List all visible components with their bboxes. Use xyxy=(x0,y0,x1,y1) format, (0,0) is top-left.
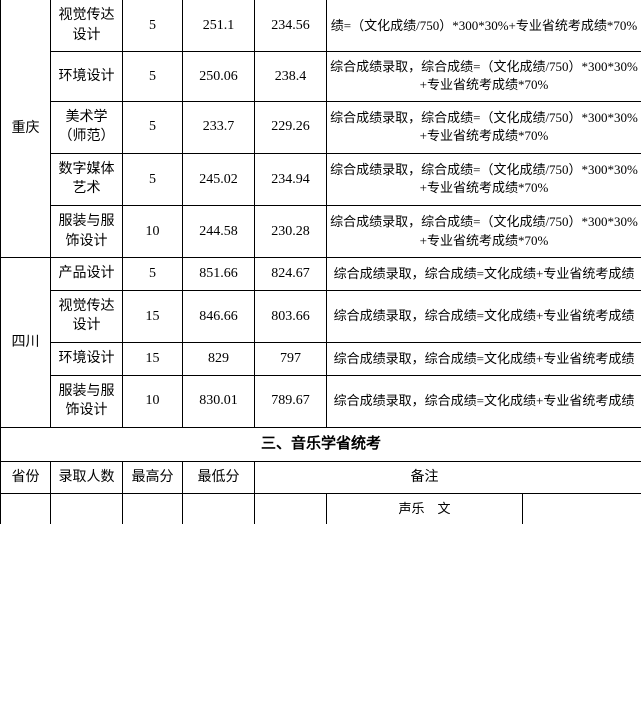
low-cell: 789.67 xyxy=(255,375,327,427)
low-cell: 803.66 xyxy=(255,290,327,342)
table-row: 数字媒体艺术5245.02234.94综合成绩录取，综合成绩=（文化成绩/750… xyxy=(1,153,641,205)
major-cell: 服装与服饰设计 xyxy=(51,375,123,427)
hdr-low: 最低分 xyxy=(183,461,255,494)
partial-row: 声乐 文 xyxy=(1,494,641,525)
count-cell: 5 xyxy=(123,258,183,291)
high-cell: 829 xyxy=(183,342,255,375)
note-cell: 综合成绩录取，综合成绩=文化成绩+专业省统考成绩 xyxy=(327,342,641,375)
partial-cell: 声乐 文 xyxy=(327,494,523,525)
province-cell: 重庆 xyxy=(1,0,51,258)
major-cell: 环境设计 xyxy=(51,342,123,375)
table-row: 视觉传达设计15846.66803.66综合成绩录取，综合成绩=文化成绩+专业省… xyxy=(1,290,641,342)
section-title: 三、音乐学省统考 xyxy=(1,427,641,461)
table-row: 环境设计5250.06238.4综合成绩录取，综合成绩=（文化成绩/750）*3… xyxy=(1,52,641,101)
low-cell: 229.26 xyxy=(255,101,327,153)
count-cell: 5 xyxy=(123,0,183,52)
count-cell: 15 xyxy=(123,342,183,375)
major-cell: 产品设计 xyxy=(51,258,123,291)
low-cell: 234.94 xyxy=(255,153,327,205)
count-cell: 10 xyxy=(123,375,183,427)
major-cell: 视觉传达设计 xyxy=(51,0,123,52)
count-cell: 5 xyxy=(123,101,183,153)
high-cell: 251.1 xyxy=(183,0,255,52)
count-cell: 5 xyxy=(123,52,183,101)
note-cell: 综合成绩录取，综合成绩=（文化成绩/750）*300*30%+专业省统考成绩*7… xyxy=(327,205,641,257)
high-cell: 846.66 xyxy=(183,290,255,342)
table-row: 服装与服饰设计10830.01789.67综合成绩录取，综合成绩=文化成绩+专业… xyxy=(1,375,641,427)
header-row: 省份录取人数最高分最低分 备注 xyxy=(1,461,641,494)
table-row: 服装与服饰设计10244.58230.28综合成绩录取，综合成绩=（文化成绩/7… xyxy=(1,205,641,257)
section-header-row: 三、音乐学省统考 xyxy=(1,427,641,461)
note-cell: 综合成绩录取，综合成绩=文化成绩+专业省统考成绩 xyxy=(327,375,641,427)
empty-cell xyxy=(183,494,255,525)
count-cell: 10 xyxy=(123,205,183,257)
note-cell: 综合成绩录取，综合成绩=文化成绩+专业省统考成绩 xyxy=(327,258,641,291)
note-cell: 综合成绩录取，综合成绩=文化成绩+专业省统考成绩 xyxy=(327,290,641,342)
low-cell: 824.67 xyxy=(255,258,327,291)
count-cell: 15 xyxy=(123,290,183,342)
high-cell: 250.06 xyxy=(183,52,255,101)
table-row: 四川产品设计5851.66824.67综合成绩录取，综合成绩=文化成绩+专业省统… xyxy=(1,258,641,291)
major-cell: 环境设计 xyxy=(51,52,123,101)
major-cell: 视觉传达设计 xyxy=(51,290,123,342)
note-cell: 综合成绩录取，综合成绩=（文化成绩/750）*300*30%+专业省统考成绩*7… xyxy=(327,52,641,101)
hdr-count: 录取人数 xyxy=(51,461,123,494)
admission-table: 重庆视觉传达设计5251.1234.56绩=（文化成绩/750）*300*30%… xyxy=(0,0,641,524)
high-cell: 245.02 xyxy=(183,153,255,205)
low-cell: 234.56 xyxy=(255,0,327,52)
count-cell: 5 xyxy=(123,153,183,205)
note-cell: 综合成绩录取，综合成绩=（文化成绩/750）*300*30%+专业省统考成绩*7… xyxy=(327,153,641,205)
table-row: 美术学（师范）5233.7229.26综合成绩录取，综合成绩=（文化成绩/750… xyxy=(1,101,641,153)
high-cell: 244.58 xyxy=(183,205,255,257)
table-row: 环境设计15829797综合成绩录取，综合成绩=文化成绩+专业省统考成绩 xyxy=(1,342,641,375)
empty-cell xyxy=(51,494,123,525)
province-cell: 四川 xyxy=(1,258,51,428)
major-cell: 数字媒体艺术 xyxy=(51,153,123,205)
major-cell: 美术学（师范） xyxy=(51,101,123,153)
hdr-note: 备注 xyxy=(327,461,523,494)
low-cell: 797 xyxy=(255,342,327,375)
high-cell: 851.66 xyxy=(183,258,255,291)
low-cell: 238.4 xyxy=(255,52,327,101)
hdr-province: 省份 xyxy=(1,461,51,494)
hdr-high: 最高分 xyxy=(123,461,183,494)
note-cell: 综合成绩录取，综合成绩=（文化成绩/750）*300*30%+专业省统考成绩*7… xyxy=(327,101,641,153)
note-cell: 绩=（文化成绩/750）*300*30%+专业省统考成绩*70% xyxy=(327,0,641,52)
low-cell: 230.28 xyxy=(255,205,327,257)
table-row: 重庆视觉传达设计5251.1234.56绩=（文化成绩/750）*300*30%… xyxy=(1,0,641,52)
high-cell: 830.01 xyxy=(183,375,255,427)
empty-cell xyxy=(123,494,183,525)
major-cell: 服装与服饰设计 xyxy=(51,205,123,257)
high-cell: 233.7 xyxy=(183,101,255,153)
empty-cell xyxy=(1,494,51,525)
